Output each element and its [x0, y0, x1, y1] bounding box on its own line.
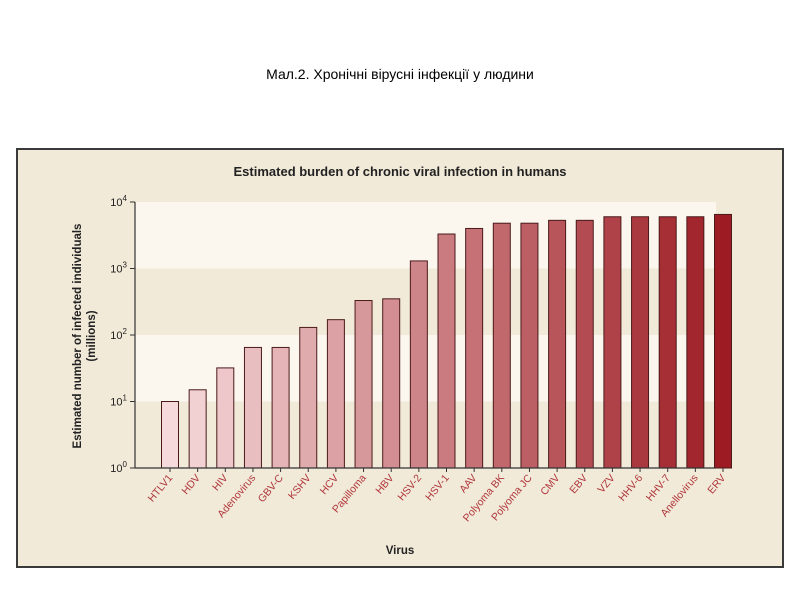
x-tick-label: KSHV	[286, 472, 314, 502]
bar-hcv	[326, 319, 345, 469]
x-tick-label: HBV	[373, 472, 396, 496]
bar-htlv1	[161, 401, 179, 469]
bar-polyoma-jc	[520, 222, 539, 469]
bar-hhv-6	[631, 216, 650, 469]
x-tick-label: ERV	[705, 472, 728, 496]
x-tick-label: AAV	[457, 472, 479, 495]
bar-aav	[465, 227, 484, 469]
y-tick-label: 102	[110, 327, 127, 342]
bar-adenovirus	[243, 346, 262, 469]
bar-hiv	[216, 367, 235, 469]
bar-papilloma	[354, 300, 373, 469]
y-tick-label: 104	[110, 194, 127, 209]
x-tick-label: HIV	[210, 472, 230, 493]
bar-chart: Estimated burden of chronic viral infect…	[72, 164, 732, 557]
figure-caption: Мал.2. Хронічні вірусні інфекції у людин…	[266, 66, 534, 82]
y-tick-label: 103	[110, 261, 127, 276]
bar-hbv	[382, 298, 401, 469]
x-tick-label: HTLV1	[146, 472, 176, 504]
y-ticks-group: 100 101 102 103 104	[110, 194, 135, 475]
x-tick-label: HSV-1	[423, 472, 452, 503]
bar-vzv	[603, 216, 622, 469]
x-tick-label: HHV-6	[616, 472, 645, 504]
x-tick-label: GBV-C	[256, 472, 286, 505]
bar-polyoma-bk	[492, 222, 511, 469]
y-tick-label: 100	[110, 460, 127, 475]
bar-erv	[714, 213, 732, 469]
chart-panel: Estimated burden of chronic viral infect…	[16, 148, 784, 568]
x-tick-label: CMV	[538, 472, 562, 498]
bar-hsv-2	[409, 260, 428, 469]
x-tick-label: HCV	[318, 472, 341, 497]
chart-title: Estimated burden of chronic viral infect…	[234, 164, 567, 179]
bars-group	[161, 213, 732, 469]
bar-ebv	[575, 219, 594, 469]
x-tick-label: HSV-2	[395, 472, 424, 503]
bar-kshv	[299, 326, 318, 469]
x-tick-label: VZV	[595, 472, 617, 495]
bar-hdv	[188, 389, 207, 469]
plot-band	[135, 202, 716, 269]
bar-gbv-c	[271, 346, 290, 469]
x-tick-label: HDV	[180, 472, 203, 497]
x-axis-label: Virus	[386, 545, 415, 557]
x-tick-label: EBV	[567, 472, 590, 496]
bar-anellovirus	[686, 216, 705, 469]
bar-hsv-1	[437, 233, 456, 469]
bar-hhv-7	[658, 216, 677, 469]
bar-cmv	[548, 219, 567, 469]
y-tick-label: 101	[110, 394, 127, 409]
y-axis-label: Estimated number of infected individuals…	[72, 224, 98, 449]
